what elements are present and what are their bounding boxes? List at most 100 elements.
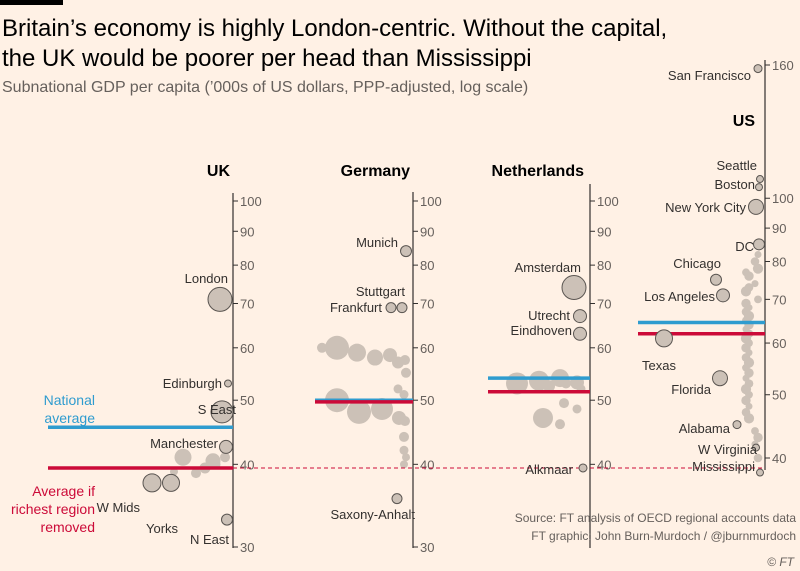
- region-label-us-texas: Texas: [642, 358, 676, 373]
- region-dot-netherlands-10: [533, 407, 553, 428]
- region-label-us-new-york-city: New York City: [665, 200, 746, 215]
- axis-tick-label-germany-100: 100: [420, 194, 442, 209]
- region-dot-uk-5: [191, 468, 201, 479]
- region-dot-us-dc: [753, 238, 765, 251]
- region-dot-uk-manchester: [219, 439, 233, 454]
- axis-tick-label-us-70: 70: [772, 292, 786, 307]
- region-dot-us-5: [744, 271, 754, 281]
- region-dot-us-texas: [655, 329, 673, 348]
- axis-tick-label-us-100: 100: [772, 191, 794, 206]
- region-label-us-los-angeles: Los Angeles: [644, 289, 715, 304]
- region-dot-us-31: [745, 402, 753, 410]
- axis-tick-label-uk-40: 40: [240, 457, 254, 472]
- region-label-us-florida: Florida: [671, 382, 712, 397]
- axis-tick-label-us-80: 80: [772, 255, 786, 270]
- axis-tick-label-us-50: 50: [772, 388, 786, 403]
- region-dot-us-3: [752, 263, 764, 274]
- axis-tick-label-netherlands-90: 90: [597, 224, 611, 239]
- region-dot-netherlands-8: [559, 398, 569, 409]
- panel-title-germany: Germany: [341, 163, 410, 180]
- region-label-us-chicago: Chicago: [673, 256, 721, 271]
- region-dot-uk-n-east: [221, 513, 233, 526]
- region-dot-us-san-francisco: [753, 64, 763, 74]
- region-label-uk-yorks: Yorks: [146, 521, 179, 536]
- axis-tick-label-uk-30: 30: [240, 540, 254, 555]
- axis-tick-label-germany-80: 80: [420, 258, 434, 273]
- region-dot-us-35: [753, 432, 763, 443]
- axis-tick-label-netherlands-100: 100: [597, 194, 619, 209]
- region-label-netherlands-utrecht: Utrecht: [528, 308, 570, 323]
- legend-richest-removed-line-3: removed: [41, 519, 95, 535]
- chart-title: Britain’s economy is highly London-centr…: [2, 14, 782, 74]
- region-label-us-boston: Boston: [715, 177, 755, 192]
- region-dot-netherlands-utrecht: [573, 309, 587, 324]
- region-dot-germany-15: [400, 416, 410, 427]
- region-dot-us-37: [753, 453, 763, 463]
- region-dot-us-chicago: [710, 273, 722, 286]
- region-label-germany-stuttgart: Stuttgart: [356, 284, 406, 299]
- axis-tick-label-us-40: 40: [772, 451, 786, 466]
- source-line: Source: FT analysis of OECD regional acc…: [514, 511, 796, 525]
- region-label-netherlands-amsterdam: Amsterdam: [515, 260, 581, 275]
- axis-tick-label-uk-100: 100: [240, 194, 262, 209]
- region-dot-netherlands-eindhoven: [573, 326, 587, 341]
- region-dot-us-8: [740, 286, 752, 297]
- region-label-us-seattle: Seattle: [717, 158, 757, 173]
- axis-tick-label-us-160: 160: [772, 58, 794, 73]
- region-label-germany-munich: Munich: [356, 235, 398, 250]
- axis-tick-label-netherlands-70: 70: [597, 297, 611, 312]
- axis-tick-label-uk-90: 90: [240, 224, 254, 239]
- region-dot-us-seattle: [756, 175, 764, 184]
- region-dot-uk-yorks: [162, 473, 180, 492]
- axis-tick-label-uk-70: 70: [240, 297, 254, 312]
- region-dot-germany-12: [347, 399, 371, 424]
- region-dot-us-los-angeles: [716, 288, 730, 303]
- region-dot-uk-edinburgh: [224, 379, 232, 388]
- region-label-uk-edinburgh: Edinburgh: [163, 376, 222, 391]
- region-dot-germany-19: [400, 460, 408, 469]
- region-label-uk-n-east: N East: [190, 532, 229, 547]
- legend-national-average-line-2: average: [44, 410, 95, 426]
- axis-tick-label-germany-70: 70: [420, 297, 434, 312]
- axis-tick-label-us-60: 60: [772, 336, 786, 351]
- region-dot-germany-7: [392, 356, 404, 369]
- region-dot-germany-3: [367, 349, 383, 366]
- region-dot-us-alabama: [732, 420, 742, 430]
- region-label-us-alabama: Alabama: [679, 421, 731, 436]
- region-label-uk-s-east: S East: [198, 402, 237, 417]
- region-dot-us-boston: [755, 183, 763, 192]
- region-label-us-w-virginia: W Virginia: [698, 442, 758, 457]
- axis-tick-label-us-90: 90: [772, 221, 786, 236]
- region-dot-germany-8: [401, 367, 411, 378]
- region-dot-germany-16: [399, 431, 409, 442]
- region-label-germany-frankfurt: Frankfurt: [330, 300, 382, 315]
- axis-tick-label-netherlands-80: 80: [597, 258, 611, 273]
- axis-tick-label-netherlands-50: 50: [597, 393, 611, 408]
- axis-tick-label-uk-80: 80: [240, 258, 254, 273]
- region-dot-germany-stuttgart: [396, 302, 408, 314]
- region-dot-us-w-virginia: [752, 443, 760, 452]
- region-dot-netherlands-11: [555, 419, 565, 430]
- region-dot-germany-1: [325, 335, 349, 360]
- panel-title-us: US: [733, 113, 756, 130]
- region-dot-us-30: [741, 395, 751, 406]
- legend-national-average-line-1: National: [44, 392, 95, 408]
- region-dot-uk-w-mids: [142, 473, 162, 493]
- region-dot-uk-1: [174, 448, 192, 466]
- axis-tick-label-germany-90: 90: [420, 224, 434, 239]
- region-dot-germany-17: [399, 445, 409, 455]
- region-dot-germany-9: [393, 384, 403, 394]
- region-dot-uk-london: [207, 286, 233, 312]
- axis-tick-label-germany-40: 40: [420, 457, 434, 472]
- region-dot-us-mississippi: [756, 468, 764, 477]
- region-dot-germany-10: [399, 390, 409, 400]
- axis-tick-label-germany-30: 30: [420, 540, 434, 555]
- source-note: Source: FT analysis of OECD regional acc…: [515, 509, 796, 545]
- region-dot-uk-4: [220, 452, 230, 463]
- region-label-netherlands-alkmaar: Alkmaar: [525, 462, 573, 477]
- region-dot-us-new-york-city: [748, 198, 764, 215]
- legend-richest-removed-line-1: Average if: [32, 483, 95, 499]
- region-label-uk-london: London: [185, 271, 228, 286]
- axis-tick-label-uk-60: 60: [240, 341, 254, 356]
- chart-title-line-1: Britain’s economy is highly London-centr…: [2, 15, 668, 42]
